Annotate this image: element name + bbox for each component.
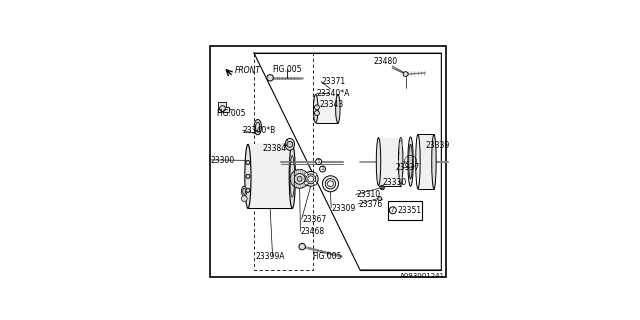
- Ellipse shape: [285, 139, 294, 150]
- Text: 23310: 23310: [356, 190, 380, 199]
- Ellipse shape: [241, 186, 247, 196]
- Text: 23376: 23376: [359, 200, 383, 209]
- Text: A093001241: A093001241: [400, 273, 445, 279]
- Circle shape: [303, 185, 305, 187]
- Text: i: i: [392, 207, 394, 213]
- Ellipse shape: [245, 144, 251, 208]
- Text: FRONT: FRONT: [234, 67, 260, 76]
- Circle shape: [299, 244, 305, 250]
- Ellipse shape: [255, 122, 260, 132]
- Circle shape: [294, 185, 297, 187]
- Circle shape: [389, 207, 396, 214]
- Ellipse shape: [376, 138, 381, 186]
- Circle shape: [380, 185, 385, 190]
- Circle shape: [241, 196, 247, 202]
- Ellipse shape: [306, 174, 316, 184]
- Text: 1: 1: [321, 166, 324, 172]
- Text: 1: 1: [317, 159, 321, 164]
- Circle shape: [319, 166, 326, 172]
- FancyBboxPatch shape: [388, 201, 422, 220]
- Circle shape: [294, 171, 297, 173]
- Circle shape: [298, 170, 301, 172]
- Text: 23399A: 23399A: [255, 252, 285, 261]
- Ellipse shape: [303, 172, 318, 186]
- Text: 23371: 23371: [322, 77, 346, 86]
- Circle shape: [292, 181, 294, 184]
- Circle shape: [305, 181, 308, 184]
- Circle shape: [246, 174, 250, 178]
- Circle shape: [305, 174, 308, 176]
- Ellipse shape: [399, 138, 403, 186]
- Ellipse shape: [323, 176, 339, 192]
- Ellipse shape: [254, 119, 262, 135]
- Text: 23343: 23343: [319, 100, 344, 109]
- Ellipse shape: [416, 134, 420, 189]
- Circle shape: [291, 170, 309, 188]
- Circle shape: [292, 174, 294, 176]
- Ellipse shape: [243, 188, 246, 194]
- Circle shape: [246, 161, 250, 164]
- Ellipse shape: [408, 137, 413, 186]
- Circle shape: [246, 188, 250, 192]
- Bar: [418, 134, 434, 189]
- Ellipse shape: [335, 94, 340, 123]
- Circle shape: [307, 178, 309, 180]
- Text: 23340*B: 23340*B: [243, 126, 276, 135]
- Ellipse shape: [314, 94, 318, 123]
- Circle shape: [305, 173, 308, 176]
- Circle shape: [314, 173, 317, 176]
- Circle shape: [287, 141, 292, 147]
- Text: 23337: 23337: [396, 163, 420, 172]
- Text: 23351: 23351: [397, 206, 422, 215]
- Text: 23340*A: 23340*A: [317, 89, 350, 98]
- Bar: [378, 138, 401, 186]
- Ellipse shape: [325, 179, 335, 189]
- Circle shape: [378, 196, 381, 201]
- Text: 23480: 23480: [374, 57, 397, 66]
- Circle shape: [308, 176, 314, 182]
- Text: FIG.005: FIG.005: [273, 65, 302, 74]
- Bar: [248, 144, 292, 208]
- Circle shape: [303, 171, 305, 173]
- Text: 23309: 23309: [332, 204, 356, 213]
- Circle shape: [294, 173, 305, 184]
- Text: 23367: 23367: [302, 215, 326, 224]
- Circle shape: [314, 181, 317, 185]
- Circle shape: [314, 111, 319, 116]
- Circle shape: [246, 174, 250, 178]
- Ellipse shape: [409, 144, 412, 179]
- Bar: [316, 94, 338, 123]
- Text: 23384: 23384: [262, 144, 287, 153]
- Circle shape: [220, 106, 225, 112]
- Text: 23468: 23468: [301, 227, 325, 236]
- Circle shape: [316, 159, 321, 164]
- Ellipse shape: [432, 134, 436, 189]
- Text: 23300: 23300: [211, 156, 236, 165]
- Text: FIG.005: FIG.005: [216, 109, 245, 118]
- Circle shape: [297, 176, 302, 181]
- Text: 23339: 23339: [426, 141, 449, 150]
- Ellipse shape: [289, 144, 295, 208]
- Circle shape: [267, 75, 273, 81]
- Circle shape: [246, 161, 250, 164]
- Circle shape: [298, 186, 301, 188]
- Text: FIG.005: FIG.005: [312, 252, 342, 261]
- Circle shape: [328, 181, 333, 187]
- Circle shape: [291, 178, 293, 180]
- Text: 23330: 23330: [382, 178, 406, 187]
- Circle shape: [381, 186, 383, 189]
- Circle shape: [246, 188, 250, 192]
- Circle shape: [305, 181, 308, 185]
- Polygon shape: [218, 102, 230, 112]
- Circle shape: [314, 105, 319, 110]
- Circle shape: [403, 72, 408, 76]
